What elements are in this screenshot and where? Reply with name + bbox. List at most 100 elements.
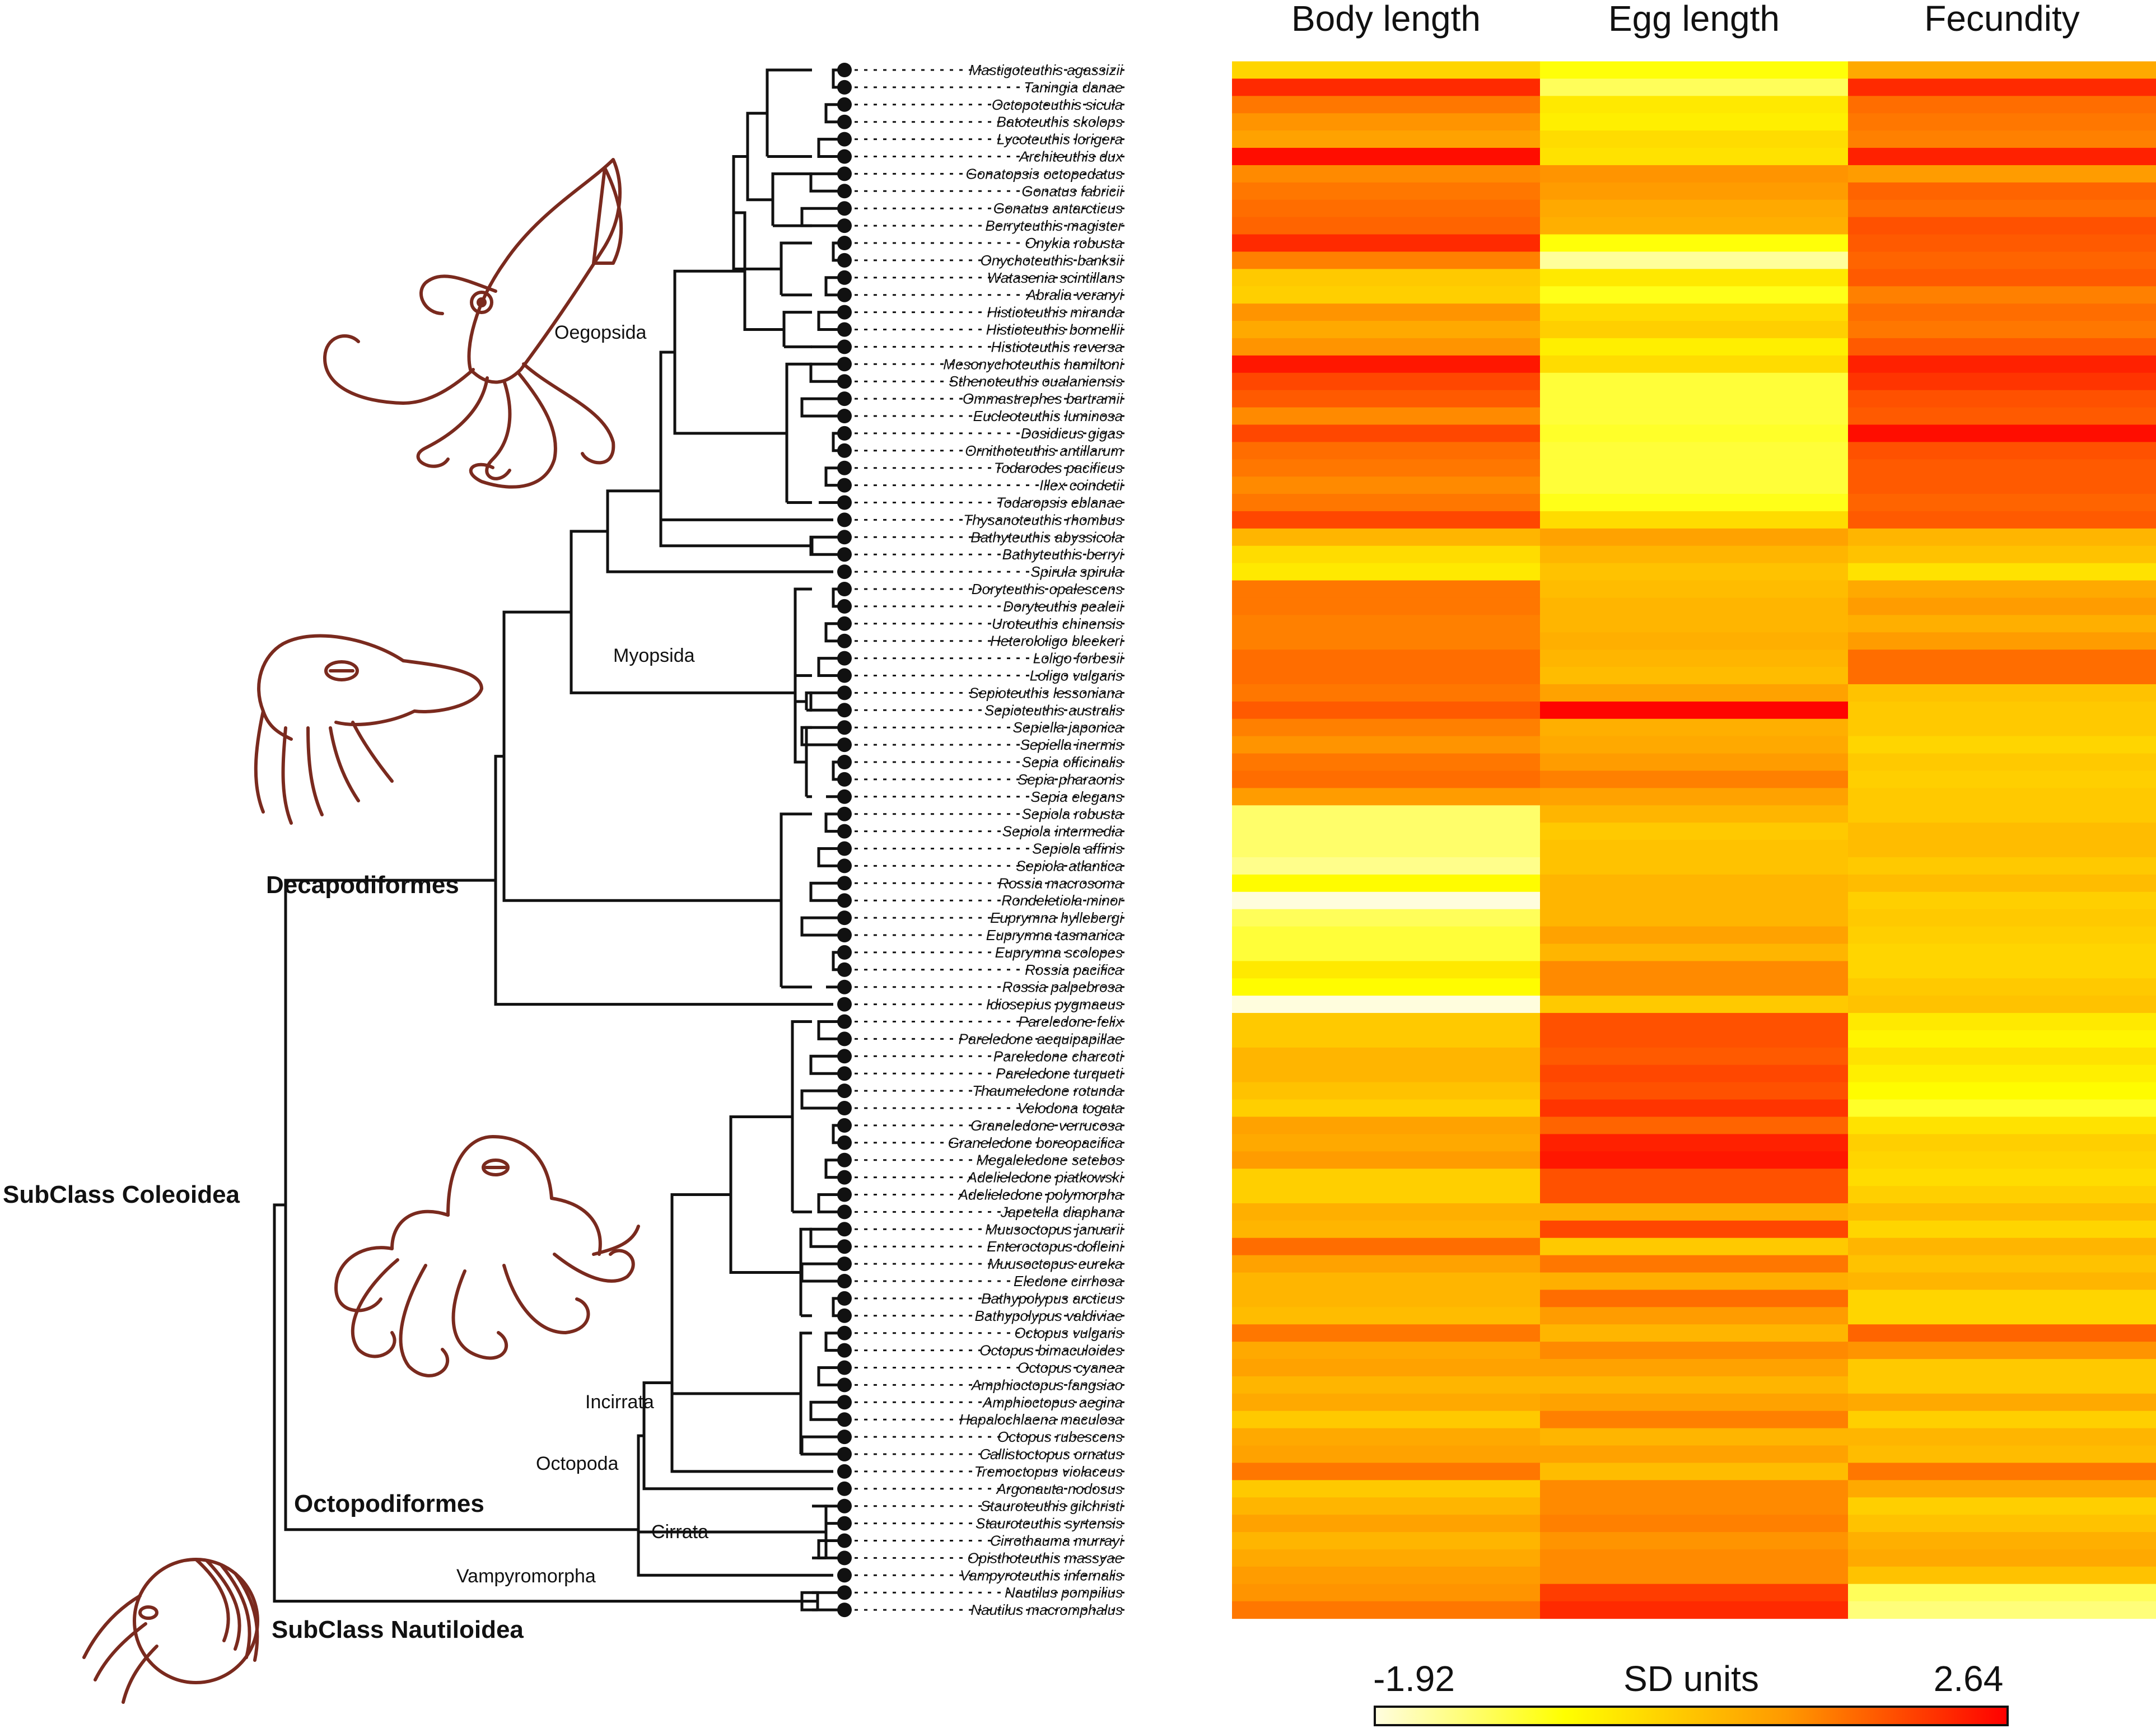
heatmap-cell-fecundity: [1848, 78, 2156, 96]
heatmap-cell-egg-length: [1540, 891, 1849, 910]
heatmap-cell-body-length: [1232, 667, 1541, 685]
tree-branch: [817, 1539, 844, 1559]
taxon-label: Graneledone boreopacifica: [948, 1134, 1123, 1151]
heatmap-cell-egg-length: [1540, 545, 1849, 564]
heatmap-cell-body-length: [1232, 1307, 1541, 1325]
tip-node: [837, 1239, 852, 1254]
heatmap-cell-fecundity: [1848, 632, 2156, 650]
clade-label-myopsida: Myopsida: [613, 645, 695, 666]
taxon-label: Sthenoteuthis oualaniensis: [949, 373, 1123, 390]
heatmap-cell-fecundity: [1848, 1515, 2156, 1533]
heatmap-cell-egg-length: [1540, 996, 1849, 1013]
tip-node: [837, 460, 852, 475]
tip-node: [837, 166, 852, 181]
heatmap-cell-fecundity: [1848, 494, 2156, 512]
tip-node: [837, 962, 852, 977]
taxon-label: Octopus bimaculoides: [979, 1342, 1123, 1359]
clade-label-decapodiformes: Decapodiformes: [266, 871, 459, 899]
column-title-egg-length: Egg length: [1608, 0, 1780, 39]
tip-node: [837, 1152, 852, 1167]
heatmap-cell-fecundity: [1848, 1203, 2156, 1221]
heatmap-cell-fecundity: [1848, 857, 2156, 875]
tree-branch: [800, 207, 844, 227]
taxon-label: Opisthoteuthis massyae: [968, 1549, 1123, 1566]
heatmap-cell-egg-length: [1540, 597, 1849, 615]
tree-branch: [809, 1227, 844, 1248]
heatmap-cell-egg-length: [1540, 684, 1849, 702]
clade-label-vampyromorpha: Vampyromorpha: [456, 1566, 596, 1587]
tip-node: [837, 357, 852, 372]
heatmap-cell-body-length: [1232, 1013, 1541, 1031]
heatmap-cell-egg-length: [1540, 78, 1849, 96]
clade-label-nautiloidea: SubClass Nautiloidea: [272, 1616, 524, 1643]
heatmap-cell-body-length: [1232, 407, 1541, 426]
heatmap-cell-body-length: [1232, 823, 1541, 840]
taxon-label: Nautilus macromphalus: [970, 1601, 1123, 1618]
heatmap-cell-egg-length: [1540, 1549, 1849, 1567]
heatmap-cell-body-length: [1232, 459, 1541, 477]
tip-node: [837, 1049, 852, 1064]
tree-branch: [800, 916, 844, 937]
heatmap-cell-body-length: [1232, 736, 1541, 754]
taxon-label: Sepia pharaonis: [1018, 771, 1123, 788]
heatmap-cell-egg-length: [1540, 1203, 1849, 1221]
heatmap-cell-egg-length: [1540, 1169, 1849, 1187]
heatmap-cell-egg-length: [1540, 1410, 1849, 1429]
tip-node: [837, 1516, 852, 1531]
taxon-label: Sepia elegans: [1030, 788, 1123, 805]
taxon-label: Megaleledone setebos: [976, 1152, 1123, 1169]
taxon-label: Adelieledone piatkowski: [966, 1169, 1123, 1186]
heatmap-cell-body-length: [1232, 477, 1541, 494]
heatmap-cell-fecundity: [1848, 1445, 2156, 1464]
heatmap-cell-body-length: [1232, 1549, 1541, 1567]
taxon-label: Sepiola affinis: [1032, 840, 1123, 857]
heatmap-cell-body-length: [1232, 753, 1541, 772]
tree-branch: [809, 1400, 844, 1421]
taxon-label: Spirula spirula: [1030, 563, 1123, 580]
tip-node: [837, 1204, 852, 1220]
taxon-label: Gonatus antarcticus: [993, 200, 1123, 217]
heatmap-cell-egg-length: [1540, 1324, 1849, 1342]
heatmap-cell-body-length: [1232, 684, 1541, 702]
taxon-label: Bathypolypus valdiviae: [975, 1307, 1123, 1324]
heatmap-cell-body-length: [1232, 338, 1541, 356]
tip-node: [837, 824, 852, 839]
heatmap-cell-body-length: [1232, 1532, 1541, 1550]
tree-branch: [809, 881, 844, 902]
heatmap-cell-fecundity: [1848, 1082, 2156, 1100]
taxon-label: Cirrothauma murrayi: [990, 1533, 1123, 1549]
taxon-label: Pareledone charcoti: [993, 1048, 1123, 1064]
tip-node: [837, 1395, 852, 1410]
tip-node: [837, 1325, 852, 1340]
tree-branch: [791, 1020, 812, 1213]
heatmap-cell-body-length: [1232, 1342, 1541, 1360]
taxon-label: Ommastrephes bartramii: [963, 390, 1123, 407]
heatmap-cell-fecundity: [1848, 199, 2156, 218]
tip-node: [837, 685, 852, 700]
heatmap-cell-fecundity: [1848, 788, 2156, 806]
tree-branch: [824, 466, 844, 487]
clade-label-octopodiformes: Octopodiformes: [294, 1490, 484, 1517]
heatmap-cell-egg-length: [1540, 459, 1849, 477]
heatmap-cell-body-length: [1232, 165, 1541, 183]
heatmap-cell-body-length: [1232, 1463, 1541, 1480]
taxon-label: Doryteuthis pealeii: [1003, 598, 1123, 615]
legend-gradient-bar: [1374, 1706, 2009, 1726]
heatmap-cell-egg-length: [1540, 477, 1849, 494]
heatmap-cell-egg-length: [1540, 1463, 1849, 1480]
heatmap-cell-body-length: [1232, 1186, 1541, 1204]
taxon-label: Taningia danae: [1024, 79, 1123, 96]
heatmap-cell-fecundity: [1848, 442, 2156, 460]
heatmap-cell-egg-length: [1540, 615, 1849, 633]
heatmap-cell-body-length: [1232, 251, 1541, 269]
heatmap-cell-fecundity: [1848, 667, 2156, 685]
heatmap-cell-egg-length: [1540, 424, 1849, 442]
taxon-label: Abralia veranyi: [1025, 287, 1123, 303]
heatmap-cell-egg-length: [1540, 165, 1849, 183]
taxon-label: Mastigoteuthis agassizii: [969, 62, 1123, 78]
heatmap-cell-egg-length: [1540, 494, 1849, 512]
taxon-label: Watasenia scintillans: [987, 269, 1123, 286]
heatmap-cell-egg-length: [1540, 269, 1849, 287]
taxon-label: Octopoteuthis sicula: [992, 96, 1123, 113]
